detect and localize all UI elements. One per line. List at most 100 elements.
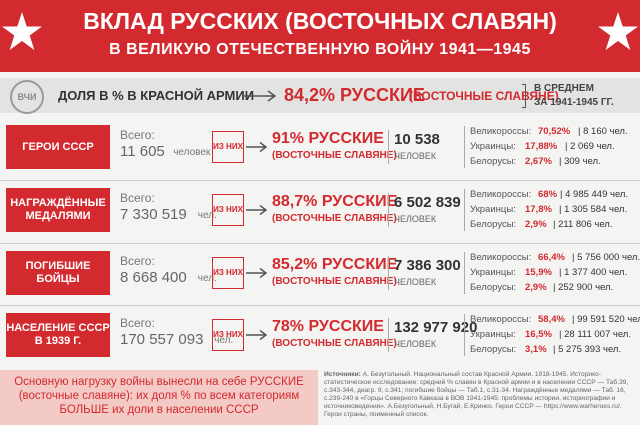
ethnic-name: Украинцы: [470, 267, 516, 278]
summary-band [0, 78, 640, 113]
divider [464, 189, 465, 231]
ethnic-name: Белорусы: [470, 282, 517, 293]
summary-note: (ВОСТОЧНЫЕ СЛАВЯНЕ) [409, 89, 559, 103]
total-unit: чел. [197, 210, 217, 221]
ethnic-percent: 17,88% [525, 141, 558, 152]
ethnic-percent: 66,4% [538, 252, 565, 263]
row-label: ГЕРОИ СССР [6, 125, 110, 169]
ethnic-name: Украинцы: [470, 141, 516, 152]
count: 10 538 [394, 131, 440, 148]
ethnic-percent: 58,4% [538, 314, 565, 325]
count: 132 977 920 [394, 319, 478, 336]
ethnic-percent: 15,9% [525, 267, 552, 278]
divider [464, 126, 465, 168]
subtitle: В ВЕЛИКУЮ ОТЕЧЕСТВЕННУЮ ВОЙНУ 1941—1945 [109, 41, 531, 58]
ethnic-count: | 309 чел. [559, 156, 601, 167]
total-label: Всего: [120, 316, 155, 330]
ethnic-count: | 8 160 чел. [578, 126, 628, 137]
arrow [246, 328, 268, 341]
row-label: ПОГИБШИЕ БОЙЦЫ [6, 251, 110, 295]
divider [388, 256, 389, 290]
percent: 88,7% РУССКИЕ [272, 193, 398, 210]
header-band [0, 0, 640, 72]
count-unit: ЧЕЛОВЕК [394, 339, 437, 349]
total-label: Всего: [120, 254, 155, 268]
summary-percent: 84,2% РУССКИЕ [284, 85, 425, 105]
ethnic-count: | 5 756 000 чел. [572, 252, 640, 263]
row-label: НАГРАЖДЁННЫЕ МЕДАЛЯМИ [6, 188, 110, 232]
of-them: ИЗ НИХ [212, 194, 244, 226]
ethnic-count: | 1 377 400 чел. [559, 267, 628, 278]
ethnic-count: | 1 305 584 чел. [559, 204, 628, 215]
arrow [246, 140, 268, 153]
divider [388, 130, 389, 164]
period-2: ЗА 1941-1945 ГГ. [534, 97, 614, 108]
ethnic-name: Великороссы: [470, 126, 532, 137]
ethnic-percent: 2,9% [525, 282, 547, 293]
sources-label: Источники: [324, 371, 361, 378]
ethnic-count: | 99 591 520 чел. [572, 314, 640, 325]
ethnic-count: | 211 806 чел. [553, 219, 613, 230]
divider [388, 193, 389, 227]
of-them: ИЗ НИХ [212, 257, 244, 289]
arrow [246, 203, 268, 216]
ethnic-name: Великороссы: [470, 189, 532, 200]
arrow [242, 90, 277, 102]
row-label: НАСЕЛЕНИЕ СССР В 1939 Г. [6, 313, 110, 357]
count-unit: ЧЕЛОВЕК [394, 214, 437, 224]
ethnic-percent: 2,9% [525, 219, 547, 230]
ethnic-name: Великороссы: [470, 314, 532, 325]
ethnic-name: Украинцы: [470, 329, 516, 340]
ethnic-name: Белорусы: [470, 344, 517, 355]
total-unit: чел. [214, 335, 234, 346]
divider [464, 252, 465, 294]
ethnic-count: | 28 111 007 чел. [559, 329, 631, 340]
percent: 78% РУССКИЕ [272, 318, 384, 335]
conclusion-box [0, 370, 318, 425]
ethnic-percent: 16,5% [525, 329, 552, 340]
ethnic-count: | 4 985 449 чел. [560, 189, 629, 200]
ethnic-percent: 3,1% [525, 344, 547, 355]
conclusion: Основную нагрузку войны вынесли на себе … [14, 376, 304, 416]
row-separator [0, 305, 640, 306]
of-them: ИЗ НИХ [212, 131, 244, 163]
percent: 85,2% РУССКИЕ [272, 256, 398, 273]
percent: 91% РУССКИЕ [272, 130, 384, 147]
period-1: В СРЕДНЕМ [534, 83, 594, 94]
percent-note: (ВОСТОЧНЫЕ СЛАВЯНЕ) [272, 338, 397, 349]
sources: Источники: А. Безугольный. Национальный … [324, 371, 634, 419]
ethnic-count: | 5 275 393 чел. [553, 344, 622, 355]
total: 11 605 [120, 143, 165, 160]
ethnic-name: Белорусы: [470, 156, 517, 167]
stars [2, 12, 638, 50]
row-separator [0, 243, 640, 244]
divider [464, 314, 465, 356]
total: 170 557 093 [120, 331, 204, 348]
logo: ВЧИ [10, 80, 44, 114]
total-unit: чел. [197, 273, 217, 284]
count: 7 386 300 [394, 257, 461, 274]
total-label: Всего: [120, 128, 155, 142]
count: 6 502 839 [394, 194, 461, 211]
ethnic-count: | 252 900 чел. [553, 282, 614, 293]
ethnic-name: Белорусы: [470, 219, 517, 230]
ethnic-name: Украинцы: [470, 204, 516, 215]
total-label: Всего: [120, 191, 155, 205]
total: 7 330 519 [120, 206, 187, 223]
percent-note: (ВОСТОЧНЫЕ СЛАВЯНЕ) [272, 213, 397, 224]
sources-text: А. Безугольный. Национальный состав Крас… [324, 371, 629, 418]
ethnic-count: | 2 069 чел. [565, 141, 615, 152]
ethnic-name: Великороссы: [470, 252, 532, 263]
title: ВКЛАД РУССКИХ (ВОСТОЧНЫХ СЛАВЯН) [83, 8, 557, 34]
ethnic-percent: 68% [538, 189, 558, 200]
summary-label: ДОЛЯ В % В КРАСНОЙ АРМИИ [58, 88, 255, 103]
total-unit: человек [173, 147, 211, 158]
ethnic-percent: 17,8% [525, 204, 552, 215]
ethnic-percent: 70,52% [538, 126, 571, 137]
ethnic-percent: 2,67% [525, 156, 552, 167]
count-unit: ЧЕЛОВЕК [394, 277, 437, 287]
percent-note: (ВОСТОЧНЫЕ СЛАВЯНЕ) [272, 276, 397, 287]
of-them: ИЗ НИХ [212, 319, 244, 351]
total: 8 668 400 [120, 269, 187, 286]
